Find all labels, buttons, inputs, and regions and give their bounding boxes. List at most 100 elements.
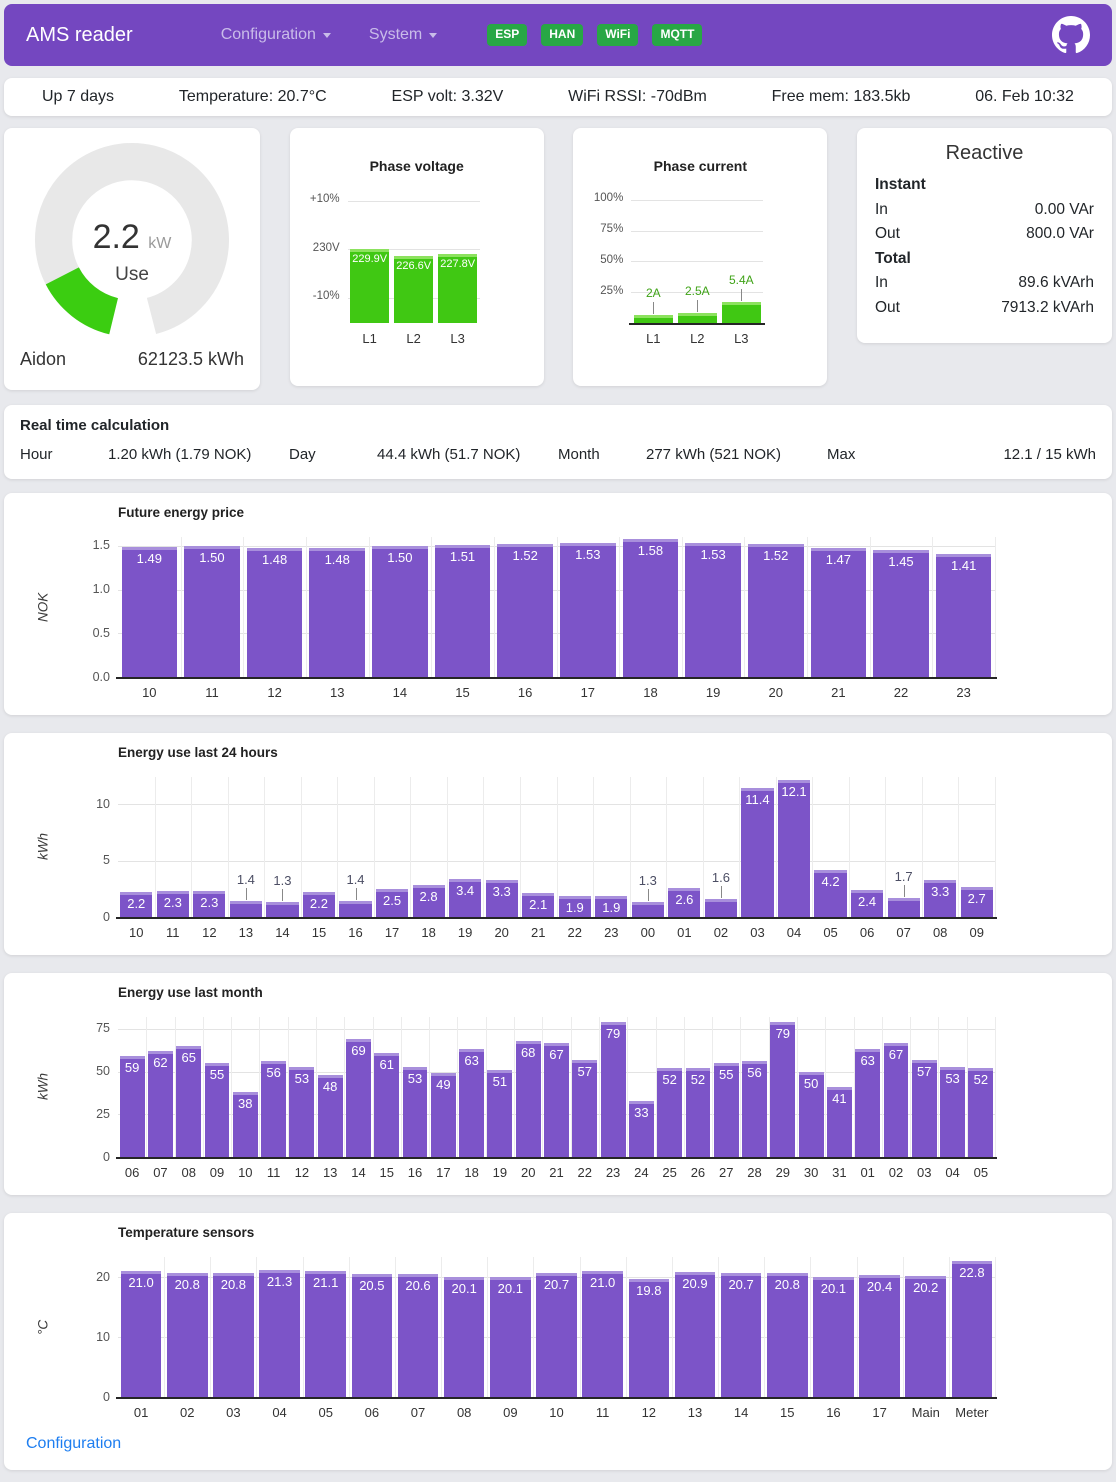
x-axis-label: 04 [945, 1165, 960, 1180]
realtime-pair-max: Max 12.1 / 15 kWh [827, 446, 1096, 463]
status-badge-mqtt: MQTT [652, 24, 703, 46]
gridline-vertical [305, 537, 307, 677]
bar-value-label: 1.53 [700, 547, 726, 563]
y-axis-tick: 100% [593, 192, 624, 205]
bar-value-label: 5.4A [728, 273, 754, 288]
gridline-vertical [519, 777, 521, 917]
x-axis-label: 17 [384, 925, 400, 940]
bar [485, 879, 518, 917]
x-axis-label: 22 [567, 925, 582, 940]
gridline-vertical [348, 1257, 350, 1397]
temperature: Temperature: 20.7°C [178, 88, 327, 105]
bar-value-label: 1.4 [236, 872, 255, 888]
bar-value-label: 3.3 [492, 883, 511, 899]
bar-value-label: 1.47 [825, 552, 852, 568]
card-phase-voltage: Phase voltage +10% 230V -10% 229.9V L1 226.6V L… [289, 128, 544, 386]
x-axis-label: 01 [860, 1165, 875, 1180]
realtime-day-label: Day [289, 446, 316, 463]
x-axis-label: 05 [823, 925, 838, 940]
bar-value-label: 55 [209, 1067, 225, 1083]
bar [873, 550, 929, 677]
nav-configuration[interactable]: Configuration [221, 26, 331, 44]
x-axis-label: 16 [826, 1405, 841, 1420]
gridline-vertical [948, 1257, 950, 1397]
gridline-vertical [995, 777, 996, 917]
bar [305, 1270, 346, 1397]
reactive-row: Out 7913.2 kVArh [875, 296, 1094, 321]
chart-title: Phase current [653, 158, 747, 174]
x-axis-label: 18 [643, 685, 658, 700]
bar [631, 902, 664, 917]
gridline-vertical [655, 1017, 657, 1157]
gridline-vertical [902, 1257, 904, 1397]
bar [184, 545, 240, 677]
free-mem: Free mem: 183.5kb [771, 88, 911, 105]
reactive-row: Out 800.0 VAr [875, 222, 1094, 247]
x-axis-label: 10 [549, 1405, 564, 1420]
x-axis-label: 03 [750, 925, 765, 940]
bar-value-label: 50 [803, 1075, 819, 1091]
gridline-vertical [881, 1017, 883, 1157]
bar [119, 1056, 145, 1157]
gridline [631, 292, 764, 294]
bar [449, 878, 482, 917]
card-temperature-sensors: Temperature sensors °C 20 10 0 21.0 01 20.8 02 20… [4, 1213, 1112, 1470]
bar [951, 1260, 993, 1397]
bar-value-label: 20.4 [866, 1278, 893, 1294]
bar [156, 891, 189, 917]
bar [851, 889, 884, 917]
x-axis-label: 12 [202, 925, 217, 940]
reactive-row: In 89.6 kVArh [875, 271, 1094, 296]
x-axis-label: 01 [677, 925, 692, 940]
x-axis-label: 19 [492, 1165, 508, 1180]
bar-value-label: 1.3 [638, 873, 657, 889]
bar [582, 1271, 623, 1397]
gridline-vertical [910, 1017, 912, 1157]
bar [120, 892, 153, 917]
bar-value-label: 1.3 [273, 873, 292, 889]
bar-value-label: 1.52 [512, 548, 538, 563]
bar [490, 1276, 531, 1397]
gridline-vertical [627, 1017, 629, 1157]
gridline-vertical [556, 537, 558, 677]
bar-value-label: 56 [747, 1065, 762, 1081]
gridline [347, 200, 480, 202]
bar [397, 1273, 439, 1397]
nav-system[interactable]: System [369, 26, 438, 44]
card-energy-last-24h: Energy use last 24 hours kWh 10 5 0 2.2 10 2.3 1… [4, 733, 1112, 955]
bar-value-label: 1.9 [602, 899, 621, 915]
bar [193, 891, 226, 917]
x-axis-label: 18 [421, 925, 436, 940]
label-leader-line [355, 888, 357, 901]
bar-value-label: 59 [124, 1060, 140, 1076]
gridline [631, 261, 764, 263]
y-axis-tick: 5 [103, 853, 110, 868]
gridline-vertical [619, 537, 621, 677]
bar-value-label: 33 [634, 1104, 649, 1120]
bar [770, 1022, 796, 1157]
x-axis-line [116, 677, 997, 679]
gridline-vertical [394, 1257, 396, 1397]
bar [430, 1073, 456, 1157]
bar [600, 1022, 626, 1157]
reactive-row: In 0.00 VAr [875, 198, 1094, 223]
x-axis-label: 06 [859, 925, 875, 940]
bar-value-label: 53 [294, 1070, 310, 1086]
realtime-hour-value: 1.20 kWh (1.79 NOK) [108, 446, 252, 463]
configuration-link[interactable]: Configuration [26, 1435, 122, 1452]
bar [883, 1042, 909, 1157]
x-axis-label: L1 [362, 331, 377, 346]
bar [720, 1273, 762, 1397]
x-axis-label: 15 [379, 1165, 394, 1180]
bar [121, 546, 178, 677]
gridline-vertical [287, 1017, 289, 1157]
x-axis-label: 22 [893, 685, 909, 700]
gridline-vertical [740, 1017, 742, 1157]
bar-value-label: 65 [181, 1050, 196, 1066]
github-link[interactable] [1052, 16, 1090, 54]
bar [560, 543, 616, 677]
gridline-vertical [966, 1017, 968, 1157]
reactive-instant-out-value: 800.0 VAr [1026, 225, 1094, 242]
bar [668, 887, 701, 917]
bar [536, 1273, 577, 1397]
